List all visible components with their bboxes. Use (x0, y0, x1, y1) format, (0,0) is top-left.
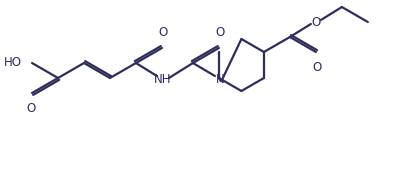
Text: O: O (311, 61, 321, 74)
Text: O: O (26, 102, 36, 115)
Text: O: O (158, 26, 167, 39)
Text: HO: HO (4, 55, 22, 68)
Text: O: O (215, 26, 224, 39)
Text: NH: NH (154, 73, 171, 86)
Text: O: O (311, 15, 320, 28)
Text: N: N (215, 73, 224, 86)
